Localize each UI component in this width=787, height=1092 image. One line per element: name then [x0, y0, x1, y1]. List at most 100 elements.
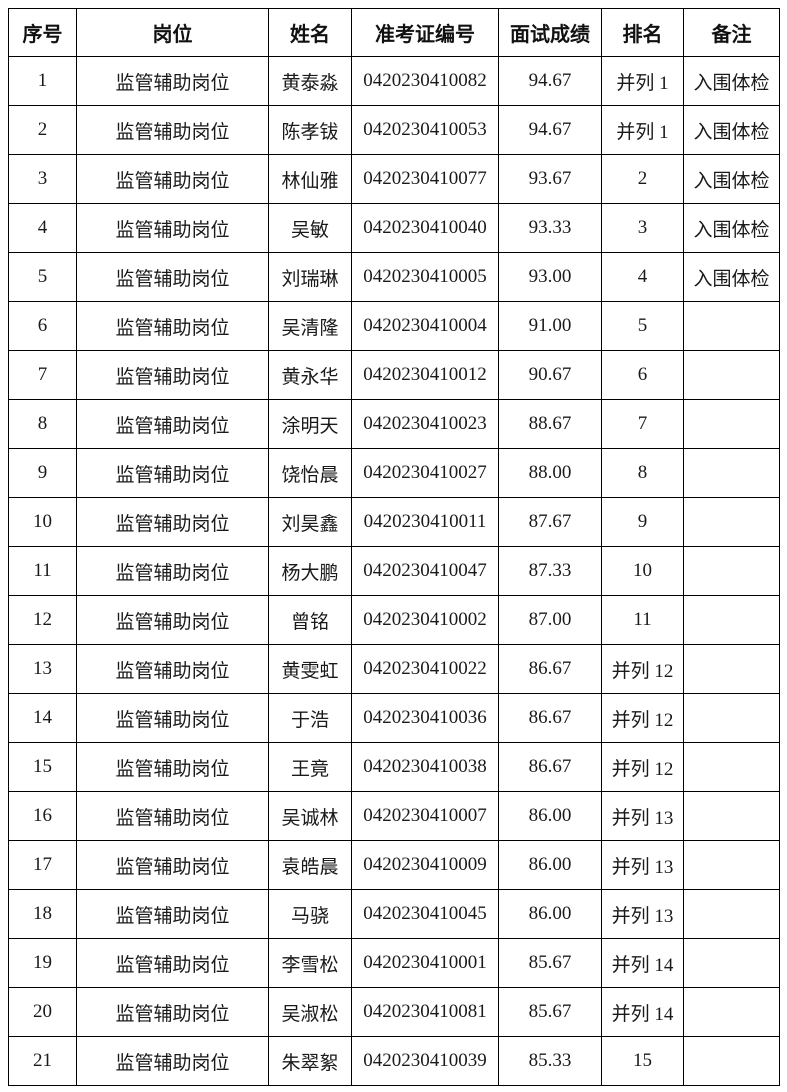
- cell-remark: [683, 546, 780, 596]
- cell-exam_id: 0420230410082: [351, 56, 499, 106]
- cell-name: 刘昊鑫: [268, 497, 352, 547]
- cell-remark: [683, 497, 780, 547]
- cell-exam_id: 0420230410011: [351, 497, 499, 547]
- cell-score: 87.33: [498, 546, 602, 596]
- cell-rank: 并列 12: [601, 644, 684, 694]
- cell-score: 85.33: [498, 1036, 602, 1086]
- cell-remark: [683, 791, 780, 841]
- cell-remark: [683, 301, 780, 351]
- cell-remark: [683, 742, 780, 792]
- cell-position: 监管辅助岗位: [76, 644, 269, 694]
- cell-index: 4: [8, 203, 77, 253]
- table-row: 14 监管辅助岗位 于浩 0420230410036 86.67 并列 12: [8, 693, 780, 743]
- cell-remark: [683, 448, 780, 498]
- cell-position: 监管辅助岗位: [76, 742, 269, 792]
- cell-rank: 并列 13: [601, 840, 684, 890]
- cell-position: 监管辅助岗位: [76, 938, 269, 988]
- cell-exam_id: 0420230410022: [351, 644, 499, 694]
- cell-remark: [683, 1036, 780, 1086]
- cell-position: 监管辅助岗位: [76, 448, 269, 498]
- cell-name: 陈孝钹: [268, 105, 352, 155]
- cell-remark: 入围体检: [683, 203, 780, 253]
- cell-name: 杨大鹏: [268, 546, 352, 596]
- cell-score: 93.33: [498, 203, 602, 253]
- cell-rank: 15: [601, 1036, 684, 1086]
- cell-rank: 11: [601, 595, 684, 645]
- table-row: 19 监管辅助岗位 李雪松 0420230410001 85.67 并列 14: [8, 938, 780, 988]
- cell-exam_id: 0420230410027: [351, 448, 499, 498]
- cell-position: 监管辅助岗位: [76, 154, 269, 204]
- cell-position: 监管辅助岗位: [76, 693, 269, 743]
- table-row: 4 监管辅助岗位 吴敏 0420230410040 93.33 3 入围体检: [8, 203, 780, 253]
- cell-rank: 并列 12: [601, 693, 684, 743]
- interview-score-table: 序号 岗位 姓名 准考证编号 面试成绩 排名 备注 1 监管辅助岗位 黄泰淼 0420230410…: [8, 8, 780, 1086]
- cell-remark: [683, 350, 780, 400]
- cell-index: 5: [8, 252, 77, 302]
- cell-score: 86.00: [498, 840, 602, 890]
- cell-name: 王竟: [268, 742, 352, 792]
- cell-exam_id: 0420230410007: [351, 791, 499, 841]
- column-header-remark: 备注: [683, 8, 780, 57]
- cell-score: 86.00: [498, 791, 602, 841]
- cell-name: 袁皓晨: [268, 840, 352, 890]
- table-row: 17 监管辅助岗位 袁皓晨 0420230410009 86.00 并列 13: [8, 840, 780, 890]
- cell-index: 7: [8, 350, 77, 400]
- cell-rank: 4: [601, 252, 684, 302]
- cell-position: 监管辅助岗位: [76, 546, 269, 596]
- cell-score: 86.67: [498, 742, 602, 792]
- cell-score: 93.67: [498, 154, 602, 204]
- cell-exam_id: 0420230410039: [351, 1036, 499, 1086]
- cell-exam_id: 0420230410001: [351, 938, 499, 988]
- cell-score: 86.00: [498, 889, 602, 939]
- table-row: 15 监管辅助岗位 王竟 0420230410038 86.67 并列 12: [8, 742, 780, 792]
- cell-exam_id: 0420230410036: [351, 693, 499, 743]
- cell-name: 曾铭: [268, 595, 352, 645]
- table-row: 6 监管辅助岗位 吴清隆 0420230410004 91.00 5: [8, 301, 780, 351]
- cell-score: 86.67: [498, 693, 602, 743]
- table-row: 1 监管辅助岗位 黄泰淼 0420230410082 94.67 并列 1 入围体检: [8, 56, 780, 106]
- cell-rank: 10: [601, 546, 684, 596]
- cell-rank: 并列 13: [601, 791, 684, 841]
- cell-index: 18: [8, 889, 77, 939]
- cell-position: 监管辅助岗位: [76, 56, 269, 106]
- column-header-score: 面试成绩: [498, 8, 602, 57]
- cell-name: 吴淑松: [268, 987, 352, 1037]
- cell-name: 刘瑞琳: [268, 252, 352, 302]
- cell-position: 监管辅助岗位: [76, 840, 269, 890]
- cell-position: 监管辅助岗位: [76, 1036, 269, 1086]
- cell-index: 10: [8, 497, 77, 547]
- cell-index: 6: [8, 301, 77, 351]
- cell-index: 16: [8, 791, 77, 841]
- cell-score: 88.00: [498, 448, 602, 498]
- cell-name: 涂明天: [268, 399, 352, 449]
- cell-exam_id: 0420230410053: [351, 105, 499, 155]
- cell-index: 13: [8, 644, 77, 694]
- cell-name: 林仙雅: [268, 154, 352, 204]
- cell-exam_id: 0420230410023: [351, 399, 499, 449]
- cell-score: 94.67: [498, 105, 602, 155]
- cell-position: 监管辅助岗位: [76, 105, 269, 155]
- cell-rank: 并列 13: [601, 889, 684, 939]
- cell-exam_id: 0420230410005: [351, 252, 499, 302]
- column-header-rank: 排名: [601, 8, 684, 57]
- table-row: 7 监管辅助岗位 黄永华 0420230410012 90.67 6: [8, 350, 780, 400]
- cell-position: 监管辅助岗位: [76, 350, 269, 400]
- cell-remark: [683, 693, 780, 743]
- table-body: 1 监管辅助岗位 黄泰淼 0420230410082 94.67 并列 1 入围体检 2 监管辅…: [8, 56, 780, 1086]
- cell-score: 87.67: [498, 497, 602, 547]
- cell-name: 黄泰淼: [268, 56, 352, 106]
- cell-position: 监管辅助岗位: [76, 399, 269, 449]
- cell-rank: 7: [601, 399, 684, 449]
- cell-remark: 入围体检: [683, 252, 780, 302]
- cell-name: 马骁: [268, 889, 352, 939]
- cell-index: 8: [8, 399, 77, 449]
- header-row: 序号 岗位 姓名 准考证编号 面试成绩 排名 备注: [8, 8, 780, 57]
- table-row: 21 监管辅助岗位 朱翠絮 0420230410039 85.33 15: [8, 1036, 780, 1086]
- cell-remark: [683, 938, 780, 988]
- cell-name: 饶怡晨: [268, 448, 352, 498]
- cell-exam_id: 0420230410077: [351, 154, 499, 204]
- table-row: 12 监管辅助岗位 曾铭 0420230410002 87.00 11: [8, 595, 780, 645]
- cell-exam_id: 0420230410081: [351, 987, 499, 1037]
- cell-name: 黄雯虹: [268, 644, 352, 694]
